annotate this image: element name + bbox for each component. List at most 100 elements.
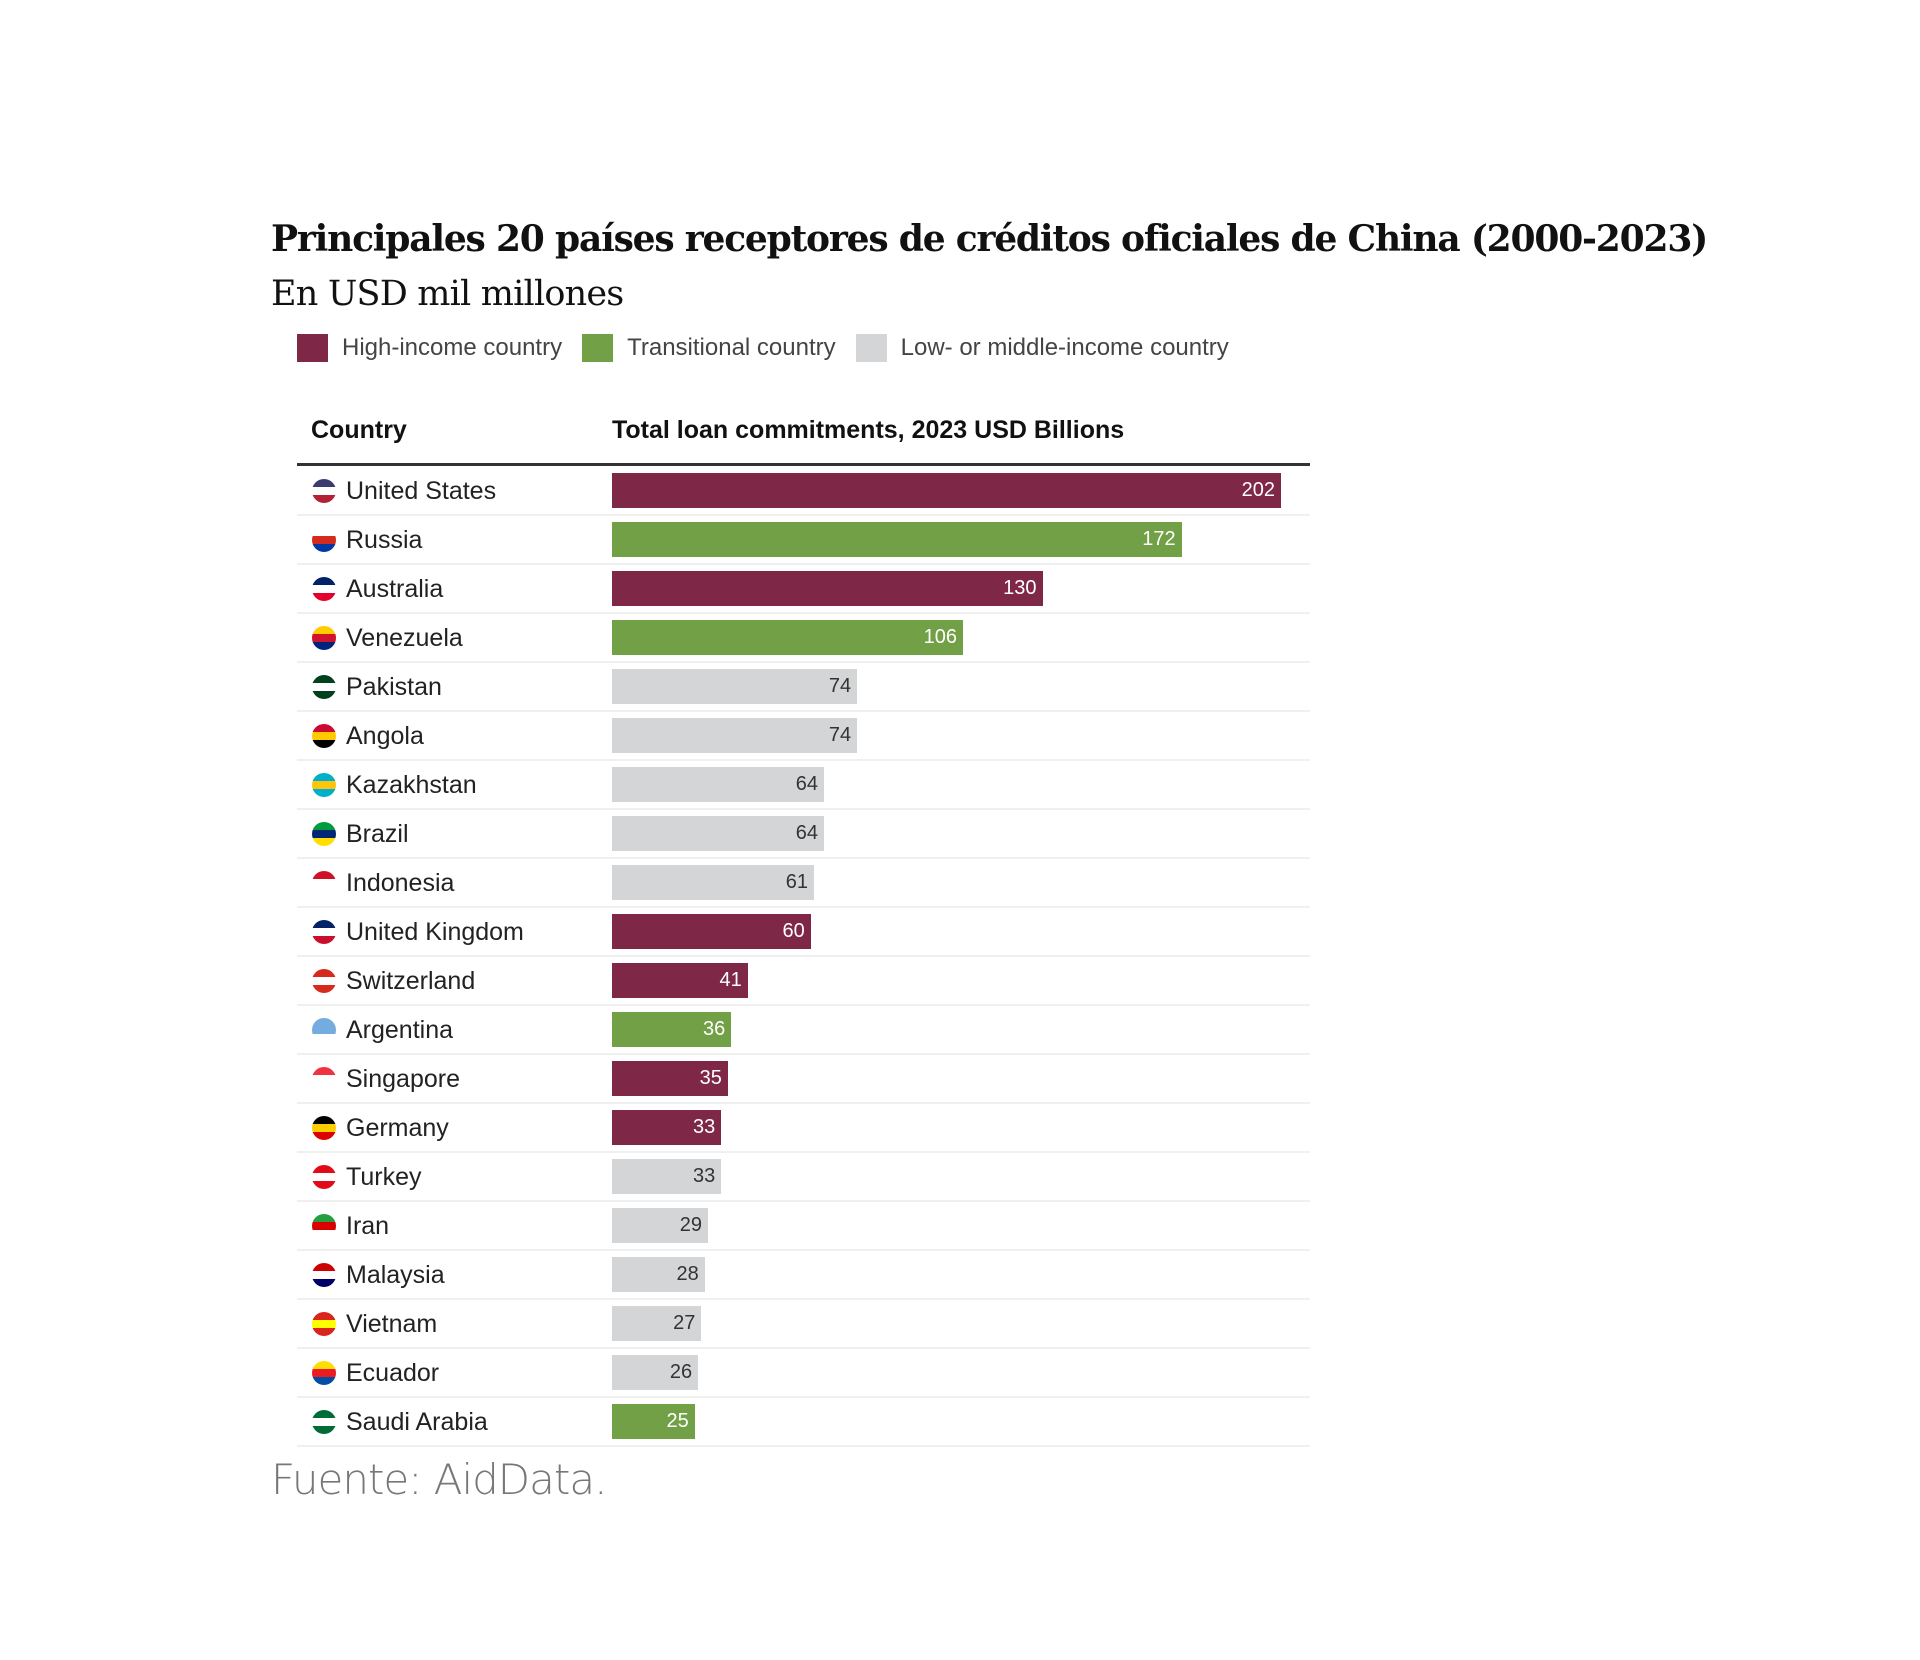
source-note: Fuente: AidData. [271, 1455, 607, 1504]
flag-icon [312, 577, 336, 601]
country-name: Singapore [346, 1065, 460, 1093]
data-label: 27 [673, 1312, 696, 1334]
chart-rows: United States 202 Russia 172 Australia 130 Ven… [297, 467, 1310, 1447]
flag-icon [312, 1165, 336, 1189]
data-label: 202 [1241, 479, 1275, 501]
table-row: Australia 130 [297, 565, 1310, 614]
flag-icon [312, 626, 336, 650]
country-name: Indonesia [346, 869, 455, 897]
table-row: Iran 29 [297, 1202, 1310, 1251]
table-row: Saudi Arabia 25 [297, 1398, 1310, 1447]
country-name: Iran [346, 1212, 390, 1240]
table-row: Pakistan 74 [297, 663, 1310, 712]
legend-label: Transitional country [627, 334, 836, 361]
flag-icon [312, 1263, 336, 1287]
legend-item-high: High-income country [297, 334, 562, 362]
bar: 35 [612, 1061, 728, 1096]
country-name: Australia [346, 575, 444, 603]
data-label: 106 [923, 626, 958, 648]
data-label: 41 [719, 969, 742, 991]
bar: 74 [612, 669, 858, 704]
data-label: 64 [795, 822, 818, 844]
country-name: Vietnam [346, 1310, 438, 1338]
legend-label: Low- or middle-income country [900, 334, 1229, 361]
flag-icon [312, 822, 336, 846]
table-row: Singapore 35 [297, 1055, 1310, 1104]
country-name: Brazil [346, 820, 409, 848]
value-column-header: Total loan commitments, 2023 USD Billion… [612, 416, 1125, 444]
table-row: Turkey 33 [297, 1153, 1310, 1202]
flag-icon [312, 1361, 336, 1385]
table-row: Malaysia 28 [297, 1251, 1310, 1300]
country-name: Kazakhstan [346, 771, 477, 799]
table-row: Angola 74 [297, 712, 1310, 761]
flag-icon [312, 675, 336, 699]
country-name: United Kingdom [346, 918, 524, 946]
bar: 29 [612, 1208, 709, 1243]
bar: 33 [612, 1110, 722, 1145]
country-name: Germany [346, 1114, 449, 1142]
country-name: Switzerland [346, 967, 476, 995]
country-name: Venezuela [346, 624, 463, 652]
data-label: 26 [669, 1361, 693, 1383]
flag-icon [312, 773, 336, 797]
bar: 106 [612, 620, 964, 655]
bar: 74 [612, 718, 858, 753]
legend: High-income country Transitional country L… [297, 334, 1249, 362]
bar: 27 [612, 1306, 702, 1341]
table-row: Vietnam 27 [297, 1300, 1310, 1349]
legend-item-low: Low- or middle-income country [855, 334, 1229, 362]
bar: 60 [612, 914, 811, 949]
flag-icon [312, 920, 336, 944]
data-label: 36 [702, 1018, 726, 1040]
data-label: 35 [699, 1067, 722, 1089]
table-row: Brazil 64 [297, 810, 1310, 859]
table-row: Kazakhstan 64 [297, 761, 1310, 810]
flag-icon [312, 479, 336, 503]
table-row: Venezuela 106 [297, 614, 1310, 663]
bar: 33 [612, 1159, 722, 1194]
country-name: Pakistan [346, 673, 442, 701]
country-name: Ecuador [346, 1359, 440, 1387]
country-name: Malaysia [346, 1261, 445, 1289]
data-label: 60 [782, 920, 805, 942]
flag-icon [312, 1116, 336, 1140]
flag-icon [312, 1410, 336, 1434]
table-row: Russia 172 [297, 516, 1310, 565]
bar: 41 [612, 963, 748, 998]
flag-icon [312, 724, 336, 748]
data-label: 130 [1003, 577, 1037, 599]
country-name: Saudi Arabia [346, 1408, 488, 1436]
data-label: 74 [828, 724, 852, 746]
data-label: 74 [828, 675, 852, 697]
data-label: 28 [676, 1263, 699, 1285]
flag-icon [312, 1067, 336, 1091]
flag-icon [312, 1214, 336, 1238]
country-name: Argentina [346, 1016, 454, 1044]
flag-icon [312, 1312, 336, 1336]
legend-swatch [297, 334, 328, 362]
chart-title: Principales 20 países receptores de créd… [271, 218, 1708, 260]
legend-swatch [855, 334, 887, 362]
table-row: United States 202 [297, 467, 1310, 516]
country-name: United States [346, 477, 497, 505]
flag-icon [312, 528, 336, 552]
bar: 202 [612, 473, 1281, 508]
bar: 26 [612, 1355, 699, 1390]
bar: 36 [612, 1012, 732, 1047]
bar: 64 [612, 816, 824, 851]
country-name: Angola [346, 722, 424, 750]
data-label: 25 [666, 1410, 689, 1432]
header-rule [297, 463, 1310, 466]
data-label: 33 [693, 1116, 716, 1138]
bar: 172 [612, 522, 1182, 557]
bar: 130 [612, 571, 1043, 606]
table-row: Indonesia 61 [297, 859, 1310, 908]
data-label: 29 [679, 1214, 703, 1236]
table-row: Argentina 36 [297, 1006, 1310, 1055]
flag-icon [312, 1018, 336, 1042]
data-label: 172 [1142, 528, 1176, 550]
data-label: 33 [693, 1165, 716, 1187]
bar: 28 [612, 1257, 705, 1292]
flag-icon [312, 871, 336, 895]
